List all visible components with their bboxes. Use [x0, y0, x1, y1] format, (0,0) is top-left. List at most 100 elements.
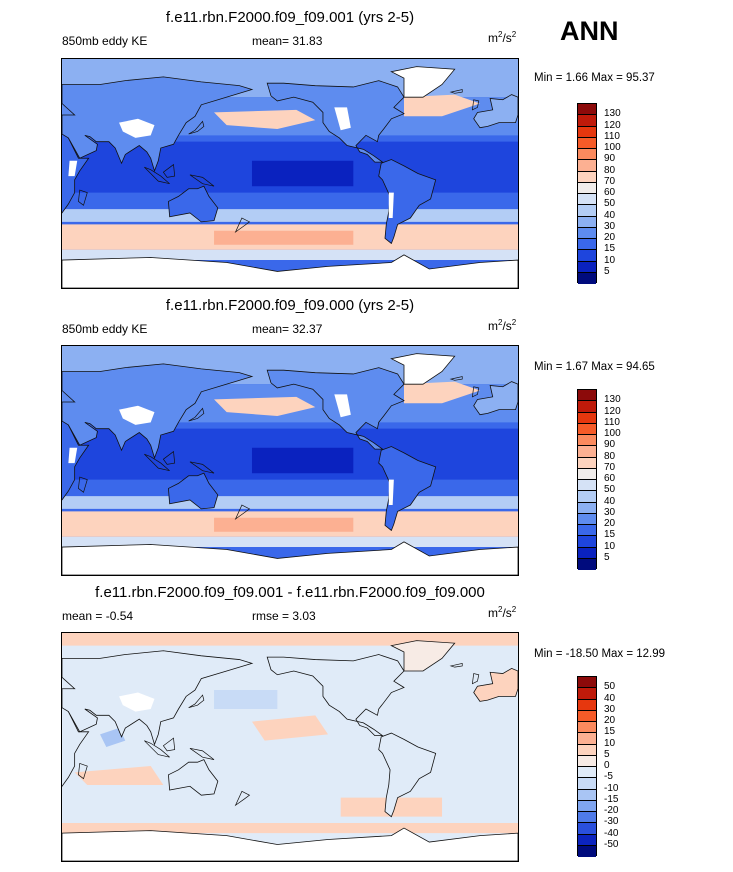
colorbar-tick-label: -30 [604, 816, 619, 828]
island-outline [189, 461, 215, 474]
colorbar-swatch [578, 468, 596, 480]
colorbar-swatch [578, 722, 596, 734]
colorbar-swatch [578, 446, 596, 458]
diff-negative-patch-2 [100, 728, 126, 747]
continent-outline [266, 367, 405, 450]
panel-3-minmax: Min = -18.50 Max = 12.99 [534, 648, 666, 660]
andes-missing-data [388, 479, 394, 506]
colorbar-swatch [578, 480, 596, 492]
panel-3-rmse-label: rmse = 3.03 [252, 609, 316, 623]
colorbar-swatch [578, 491, 596, 503]
continent-outline [62, 827, 518, 861]
continent-outline [62, 541, 518, 575]
island-outline [449, 376, 463, 381]
colorbar-tick-label: 130 [604, 394, 621, 406]
colorbar-tick-label: 120 [604, 119, 621, 131]
panel-2-minmax: Min = 1.67 Max = 94.65 [534, 361, 655, 373]
colorbar-tick-label: 5 [604, 265, 610, 277]
continent-outline [473, 94, 518, 129]
tibet-missing-data [119, 692, 155, 712]
colorbar-swatch [578, 834, 596, 846]
continent-outline [62, 420, 90, 501]
island-outline [144, 740, 170, 758]
panel-3-colorbar [577, 676, 597, 857]
colorbar-tick-label: 110 [604, 416, 620, 428]
continent-outline [390, 640, 456, 672]
diff-negative-patch-1 [214, 690, 278, 709]
panel-2-colorbar [577, 389, 597, 570]
colorbar-swatch [578, 239, 596, 251]
east-africa-missing-data [68, 447, 78, 464]
continent-outline [168, 759, 219, 796]
diff-positive-patch-2 [74, 766, 164, 785]
panel-2-title: f.e11.rbn.F2000.f09_f09.000 (yrs 2-5) [165, 297, 415, 314]
panel-1-title: f.e11.rbn.F2000.f09_f09.001 (yrs 2-5) [165, 9, 415, 26]
colorbar-tick-label: -40 [604, 827, 619, 839]
colorbar-swatch [578, 435, 596, 447]
tibet-missing-data [119, 118, 155, 138]
continent-outline [62, 363, 254, 460]
island-outline [162, 450, 176, 465]
panel-1-variable-label: 850mb eddy KE [62, 34, 148, 48]
colorbar-swatch [578, 115, 596, 127]
island-outline [189, 174, 215, 187]
colorbar-swatch [578, 800, 596, 812]
colorbar-tick-label: 15 [604, 529, 616, 541]
colorbar-swatch [578, 261, 596, 273]
island-outline [449, 89, 463, 94]
panel-2-mean-label: mean= 32.37 [252, 322, 323, 336]
colorbar-tick-label: 40 [604, 692, 616, 704]
east-pacific-deep [251, 160, 354, 187]
colorbar-swatch [578, 250, 596, 262]
diff-positive-north [62, 633, 518, 646]
panel-1-minmax: Min = 1.66 Max = 95.37 [534, 72, 655, 84]
colorbar-tick-label: 60 [604, 473, 616, 484]
colorbar-tick-label: 120 [604, 405, 621, 417]
colorbar-tick-label: 30 [604, 506, 616, 518]
continent-outline [62, 76, 254, 173]
continent-outline [62, 133, 90, 214]
island-outline [188, 120, 205, 135]
colorbar-tick-label: 40 [604, 209, 616, 221]
north-pacific-storm-track [214, 396, 316, 416]
continent-outline [62, 650, 254, 746]
panel-1-colorbar [577, 103, 597, 284]
colorbar-swatch [578, 457, 596, 469]
south-mid-band [62, 496, 518, 509]
colorbar-swatch [578, 126, 596, 138]
colorbar-tick-label: 10 [604, 540, 616, 552]
island-outline [471, 386, 480, 398]
continent-outline [168, 472, 219, 510]
north-atlantic-storm-track [404, 94, 480, 117]
island-outline [234, 504, 251, 521]
panel-1-map [61, 58, 519, 289]
andes-missing-data [388, 192, 394, 219]
east-pacific-deep [251, 447, 354, 474]
colorbar-tick-label: 20 [604, 715, 616, 726]
colorbar-swatch [578, 733, 596, 745]
colorbar-swatch [578, 171, 596, 183]
colorbar-tick-label: 30 [604, 703, 616, 715]
continent-outline [473, 381, 518, 416]
island-outline [78, 189, 88, 206]
colorbar-swatch [578, 502, 596, 514]
island-outline [78, 763, 88, 780]
colorbar-swatch [578, 216, 596, 228]
panel-3-map [61, 632, 519, 862]
colorbar-swatch [578, 513, 596, 525]
colorbar-swatch [578, 182, 596, 194]
colorbar-swatch [578, 710, 596, 722]
panel-2-colorbar-ticks: 130 120 110 100 90 80 70 60 50 40 30 20 15 10 5 [604, 389, 644, 569]
colorbar-tick-label: -20 [604, 805, 619, 816]
colorbar-swatch [578, 160, 596, 172]
colorbar-tick-label: 100 [604, 428, 621, 439]
island-outline [234, 790, 251, 807]
colorbar-tick-label: 30 [604, 220, 616, 232]
panel-2-map [61, 345, 519, 576]
island-outline [162, 737, 176, 752]
colorbar-tick-label: 0 [604, 760, 610, 771]
continent-outline [168, 185, 219, 223]
colorbar-tick-label: 5 [604, 551, 610, 563]
colorbar-tick-label: 80 [604, 164, 616, 176]
colorbar-tick-label: 50 [604, 484, 616, 496]
